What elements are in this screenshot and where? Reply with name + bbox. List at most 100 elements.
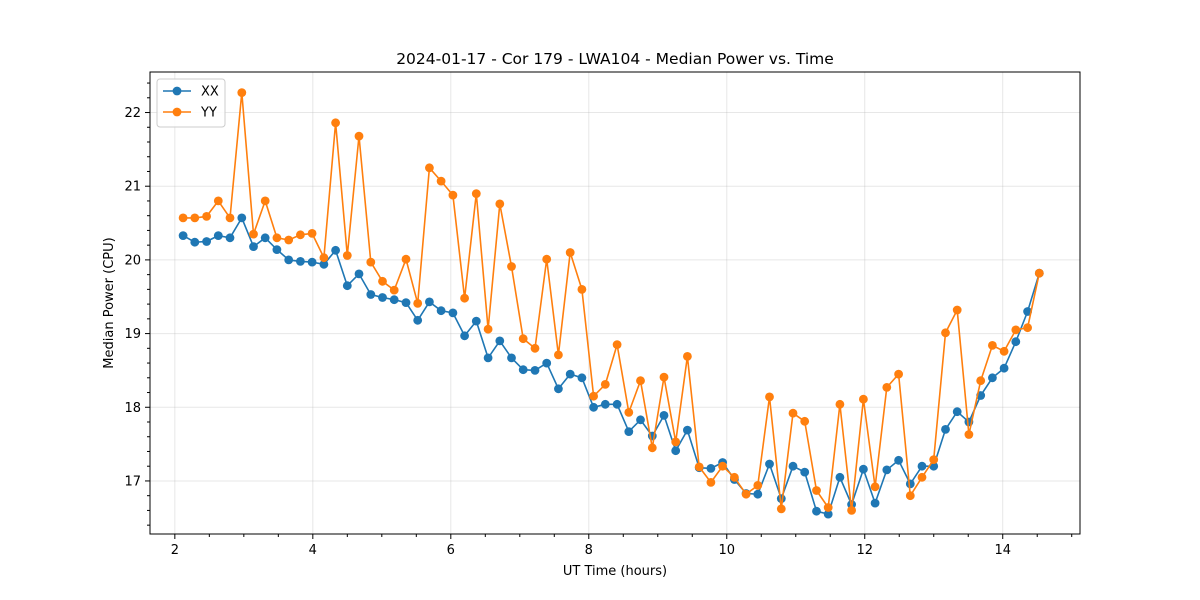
- x-axis: 2 4 6 8 10 12 14: [171, 534, 1073, 558]
- series-yy-point: [342, 251, 352, 260]
- series-xx-point: [941, 425, 950, 434]
- series-yy-point: [800, 416, 810, 426]
- series-xx-point: [260, 233, 270, 243]
- series-xx-point: [202, 237, 212, 246]
- series-yy-point: [952, 305, 962, 315]
- y-tick-label: 19: [124, 327, 141, 342]
- series-yy-point: [788, 408, 798, 418]
- series-xx-point: [859, 464, 868, 474]
- y-tick-label: 18: [124, 401, 141, 416]
- series-xx-point: [589, 402, 598, 412]
- series-xx-point: [823, 509, 833, 519]
- series-xx-point: [354, 269, 364, 279]
- series-yy-point: [378, 276, 387, 286]
- series-xx-point: [237, 213, 247, 223]
- series-xx-point: [753, 489, 763, 499]
- series-xx-point: [1011, 337, 1021, 347]
- series-xx-point: [765, 459, 774, 469]
- series-xx-point: [659, 411, 669, 420]
- series-xx-point: [436, 306, 446, 316]
- series-yy-point: [436, 176, 446, 186]
- series-xx-point: [249, 242, 258, 252]
- series-xx-point: [812, 506, 821, 516]
- y-tick-label: 17: [124, 474, 141, 489]
- series-yy-point: [765, 392, 774, 402]
- series-xx-point: [225, 233, 235, 243]
- plot-frame: [149, 71, 1081, 535]
- series-yy-point: [366, 257, 376, 267]
- series-xx-point: [366, 290, 376, 299]
- x-tick-label: 4: [309, 543, 317, 558]
- series-xx-point: [706, 464, 716, 473]
- series-yy-point: [753, 481, 763, 490]
- series-yy-point: [530, 343, 540, 353]
- series-yy-point: [495, 199, 505, 209]
- series-yy-point: [671, 437, 681, 447]
- series-yy-point: [413, 299, 423, 308]
- series-yy-point: [612, 340, 622, 349]
- series-yy-point: [577, 285, 587, 294]
- series-yy-point: [1011, 325, 1021, 335]
- series-xx-point: [577, 373, 587, 383]
- series-yy-point: [835, 399, 845, 409]
- series-yy-point: [565, 248, 575, 257]
- series-xx-point: [425, 297, 434, 307]
- series-yy: [178, 88, 1044, 515]
- series-xx-point: [600, 399, 610, 409]
- series-yy-point: [190, 213, 200, 223]
- series-yy-point: [600, 380, 610, 389]
- series-xx-point: [894, 455, 903, 465]
- x-tick-label: 8: [585, 543, 593, 558]
- series-yy-point: [776, 504, 786, 514]
- series-xx-point: [612, 399, 622, 409]
- y-tick-label: 22: [124, 106, 141, 121]
- series-yy-point: [718, 461, 727, 471]
- x-tick-label: 12: [856, 543, 873, 558]
- series-xx-point: [483, 353, 493, 363]
- series-yy-point: [518, 334, 528, 344]
- series-yy-point: [213, 196, 223, 206]
- x-tick-label: 14: [994, 543, 1011, 558]
- series-xx-point: [507, 353, 516, 363]
- series-yy-point: [624, 408, 634, 417]
- series-yy-point: [812, 486, 821, 495]
- series-xx-point: [788, 461, 798, 471]
- series-xx-point: [671, 446, 681, 456]
- series-xx-point: [307, 257, 317, 267]
- series-yy-point: [507, 262, 516, 271]
- series-xx-point: [413, 315, 423, 325]
- series-xx-point: [319, 259, 329, 269]
- series-yy-point: [694, 462, 704, 472]
- series-xx-point: [800, 467, 810, 477]
- series-yy-point: [319, 253, 329, 263]
- series-xx-point: [190, 237, 200, 247]
- series-yy-point: [1034, 268, 1044, 278]
- series-xx-point: [917, 461, 927, 471]
- series-yy-point: [389, 285, 399, 295]
- series-yy-point: [929, 455, 939, 464]
- series-yy-point: [249, 229, 258, 239]
- x-tick-label: 2: [171, 543, 179, 558]
- series-xx-point: [636, 415, 645, 425]
- series-yy-point: [894, 369, 903, 379]
- series-yy-point: [178, 213, 188, 223]
- grid: [150, 72, 1080, 534]
- series-yy-point: [460, 293, 469, 303]
- y-tick-label: 21: [124, 180, 141, 195]
- series-xx-point: [178, 231, 188, 241]
- series-layer: [178, 88, 1044, 519]
- legend: XX YY: [156, 78, 226, 128]
- series-yy-point: [284, 235, 294, 245]
- series-xx-point: [471, 316, 481, 326]
- series-yy-point: [589, 391, 598, 401]
- legend-xx-label: XX: [201, 85, 219, 100]
- series-yy-point: [636, 376, 645, 386]
- series-xx-point: [518, 365, 528, 375]
- series-yy-point: [988, 341, 997, 350]
- series-yy-point: [272, 233, 282, 243]
- series-yy-point: [882, 383, 892, 392]
- series-yy-point: [964, 430, 974, 439]
- series-yy-point: [483, 324, 493, 334]
- series-yy-point: [260, 196, 270, 206]
